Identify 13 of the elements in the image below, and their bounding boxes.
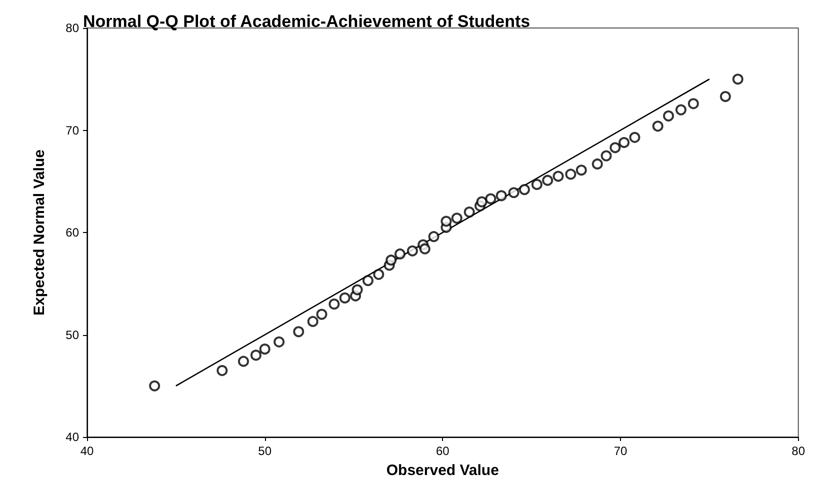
x-axis-title: Observed Value (386, 462, 499, 479)
chart-title: Normal Q-Q Plot of Academic-Achievement of Students (83, 12, 530, 31)
y-tick-label: 80 (66, 21, 80, 35)
x-tick-label: 40 (80, 444, 94, 458)
x-tick-label: 80 (792, 444, 806, 458)
x-tick-label: 60 (436, 444, 450, 458)
y-tick-label: 40 (66, 430, 80, 444)
y-tick-label: 70 (66, 123, 80, 138)
x-tick-label: 70 (614, 444, 628, 458)
y-axis-title: Expected Normal Value (31, 150, 48, 316)
x-tick-label: 50 (258, 444, 272, 458)
y-tick-label: 60 (66, 226, 80, 240)
y-tick-label: 50 (66, 328, 80, 342)
